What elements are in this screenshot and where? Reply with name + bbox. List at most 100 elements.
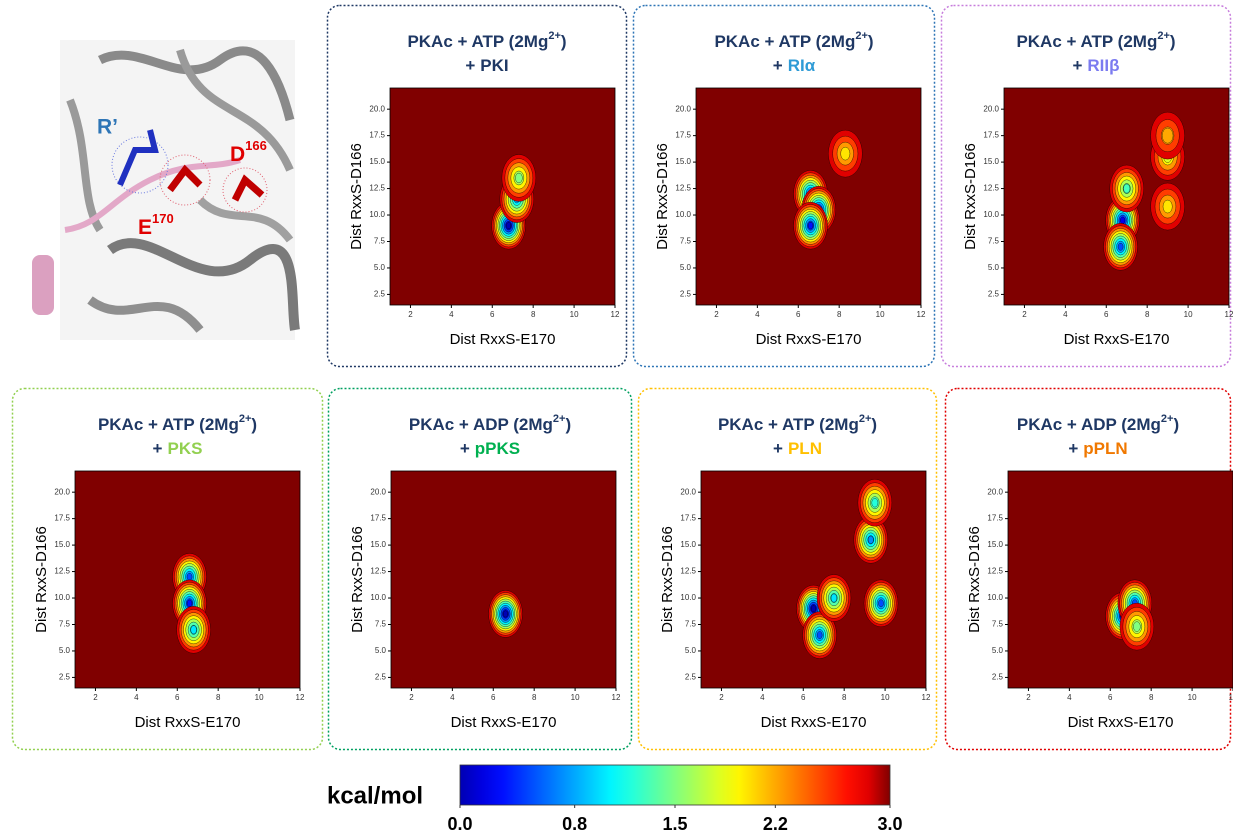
title-text: PKAc + ATP (2Mg [98,415,239,434]
y-tick-label: 7.5 [374,237,386,246]
y-tick-label: 17.5 [370,514,386,523]
x-axis-label: Dist RxxS-E170 [1068,714,1174,731]
plot-area [1105,579,1155,651]
x-tick-label: 10 [571,693,580,702]
x-tick-label: 4 [1067,693,1072,702]
colorbar: kcal/mol 0.0 0.8 1.5 2.2 3.0 [327,764,903,834]
y-tick-label: 17.5 [54,514,70,523]
y-tick-label: 5.0 [680,263,692,272]
ligand-prefix: + [773,439,783,458]
y-axis-label: Dist RxxS-D166 [349,526,366,633]
panel-border [11,387,324,751]
y-tick-label: 15.0 [675,157,691,166]
y-tick-label: 7.5 [375,620,387,629]
energy-basin [863,579,899,628]
y-tick-label: 17.5 [983,131,999,140]
title-text: PKAc + ATP (2Mg [407,32,548,51]
y-tick-label: 10.0 [680,593,696,602]
y-tick-label: 17.5 [675,131,691,140]
contour-level [1117,242,1124,251]
panel-border [326,4,628,368]
plot-frame [390,470,617,689]
residue [231,174,265,202]
panel-border [632,4,936,368]
panel: PKAc + ADP (2Mg2+) + pPKS 2 4 6 8 10 12 2.5 5.0 7.5… [327,387,633,751]
panel: PKAc + ATP (2Mg2+) + PLN 2 4 6 8 10 12 2.5 5.0 7.5 1… [637,387,938,751]
ligand: RIα [788,56,816,75]
title-end: ) [1170,32,1176,51]
y-tick-label: 20.0 [369,104,385,113]
residue [167,164,203,193]
contour-level [190,625,197,635]
x-tick-label: 8 [837,310,842,319]
y-tick-label: 5.0 [992,646,1004,655]
x-tick-label: 4 [450,693,455,702]
ligand-prefix: + [1072,56,1082,75]
y-tick-label: 2.5 [680,290,692,299]
y-tick-label: 10.0 [983,210,999,219]
title-end: ) [1173,415,1179,434]
density [222,167,268,213]
panel-subtitle: + PKS [153,439,203,458]
title-sup: 2+ [553,413,566,425]
x-tick-label: 4 [134,693,139,702]
y-tick-label: 12.5 [369,184,385,193]
x-tick-label: 6 [175,693,180,702]
x-tick-label: 12 [612,693,621,702]
colorbar-gradient [459,764,891,806]
y-tick-label: 12.5 [987,567,1003,576]
ligand-prefix: + [465,56,475,75]
x-tick-label: 12 [296,693,305,702]
y-axis-label: Dist RxxS-D166 [966,526,983,633]
x-tick-label: 2 [714,310,719,319]
y-tick-label: 5.0 [59,646,71,655]
x-tick-label: 10 [1184,310,1193,319]
plot-frame [1007,470,1233,689]
contour-level [515,172,523,184]
title-end: ) [871,415,877,434]
title-text: PKAc + ADP (2Mg [1017,415,1161,434]
title-end: ) [565,415,571,434]
y-tick-label: 15.0 [369,157,385,166]
plot-area [793,129,863,250]
y-tick-label: 2.5 [685,673,697,682]
x-tick-label: 6 [491,693,496,702]
energy-basin [816,574,852,622]
panel-title: PKAc + ATP (2Mg2+) [718,413,877,435]
x-tick-label: 6 [490,310,495,319]
x-tick-label: 4 [449,310,454,319]
peptide [64,157,241,233]
y-tick-label: 10.0 [54,593,70,602]
y-tick-label: 2.5 [992,673,1004,682]
contour-level [830,593,838,603]
ligand-prefix: + [460,439,470,458]
title-sup: 2+ [548,30,561,42]
contour-level [816,631,823,639]
panel-subtitle: + PKI [465,56,508,75]
y-axis-label: Dist RxxS-D166 [348,143,365,250]
energy-basin [802,611,837,659]
y-tick-label: 2.5 [988,290,1000,299]
title-end: ) [251,415,257,434]
y-tick-label: 15.0 [983,157,999,166]
peptide-helix [32,255,54,315]
title-end: ) [868,32,874,51]
y-tick-label: 7.5 [988,237,1000,246]
panel: PKAc + ATP (2Mg2+) + RIIβ 2 4 6 8 10 12 2.5 5.0 7.5… [940,4,1233,368]
plot-area [172,553,211,654]
y-tick-label: 17.5 [369,131,385,140]
title-sup: 2+ [859,413,872,425]
contour-level [186,599,193,608]
y-axis-label: Dist RxxS-D166 [659,526,676,633]
title-text: PKAc + ATP (2Mg [718,415,859,434]
y-tick-label: 15.0 [987,540,1003,549]
panel-border [327,387,633,751]
title-end: ) [561,32,567,51]
title-sup: 2+ [1157,30,1170,42]
contour-level [1161,127,1174,144]
density [111,136,169,194]
y-tick-label: 20.0 [675,104,691,113]
y-axis-label: Dist RxxS-D166 [962,143,979,250]
x-axis-label: Dist RxxS-E170 [761,714,867,731]
plot-frame [1003,87,1230,306]
